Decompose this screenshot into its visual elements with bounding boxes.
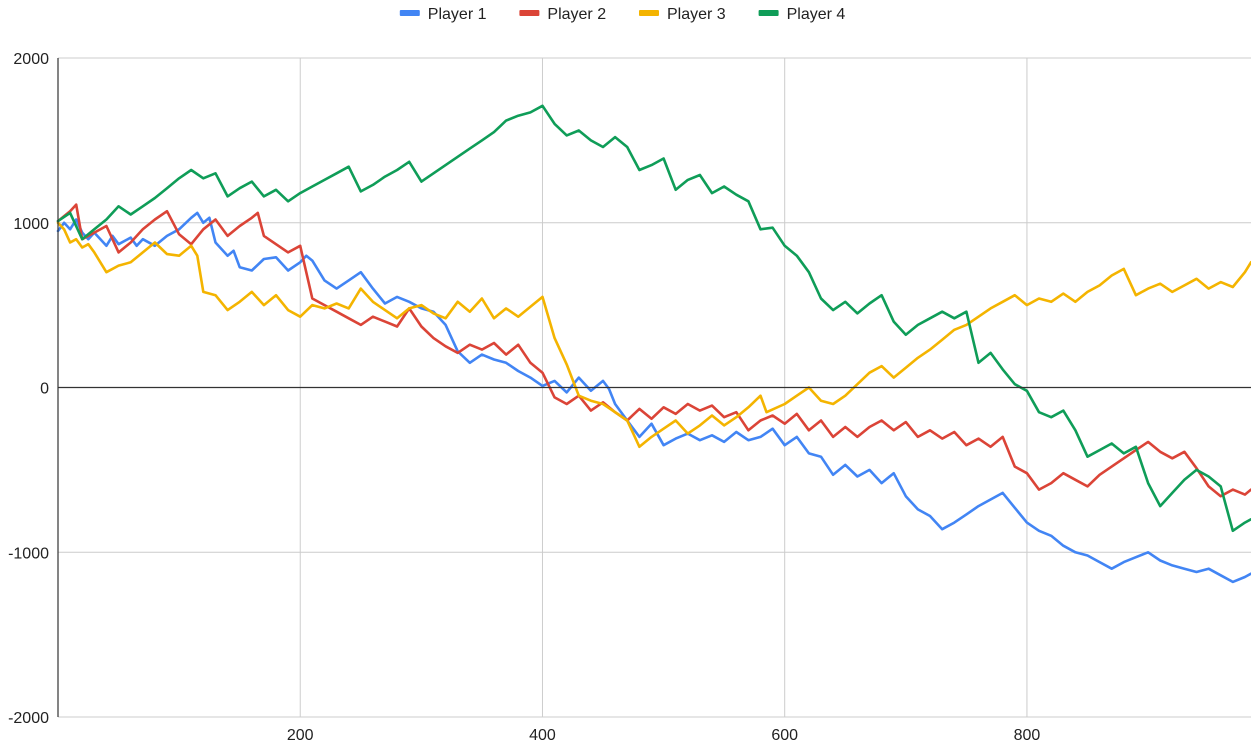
legend-label: Player 3: [667, 6, 726, 23]
legend-item-player-1[interactable]: Player 1: [399, 6, 487, 23]
legend-item-player-2[interactable]: Player 2: [519, 6, 606, 23]
y-tick-label: 2000: [13, 51, 49, 68]
legend-swatch: [758, 10, 779, 16]
axis-layer: -2000 -1000 0 1000 2000 200 400 600 800: [8, 51, 1251, 744]
legend-label: Player 4: [787, 6, 846, 23]
legend-swatch: [639, 10, 659, 16]
x-tick-label: 400: [529, 727, 556, 744]
y-tick-label: 1000: [13, 216, 49, 233]
y-tick-label: -1000: [8, 545, 49, 562]
legend-swatch: [399, 10, 420, 16]
x-tick-label: 600: [771, 727, 798, 744]
y-tick-label: 0: [40, 381, 49, 398]
y-tick-label: -2000: [8, 710, 49, 727]
legend-item-player-3[interactable]: Player 3: [639, 6, 726, 23]
legend-label: Player 2: [547, 6, 606, 23]
series-line-player-2: [56, 203, 1251, 498]
series-line-player-4: [56, 104, 1251, 533]
legend-swatch: [519, 10, 540, 16]
x-tick-label: 800: [1014, 727, 1041, 744]
legend-item-player-4[interactable]: Player 4: [758, 6, 846, 23]
series-line-player-1: [56, 211, 1251, 584]
series-layer: [56, 104, 1251, 584]
legend-label: Player 1: [428, 6, 487, 23]
series-line-player-3: [56, 221, 1251, 449]
legend: Player 1 Player 2 Player 3 Player 4: [399, 6, 846, 23]
x-tick-label: 200: [287, 727, 314, 744]
